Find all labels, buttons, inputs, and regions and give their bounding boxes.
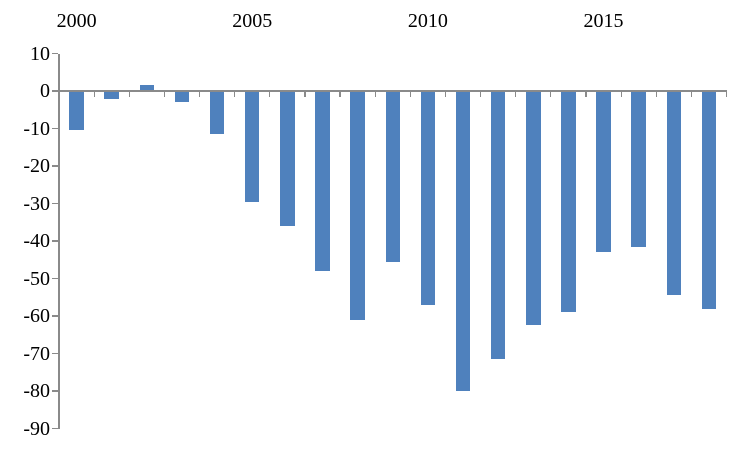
y-tick-mark: [52, 90, 58, 92]
x-tick-mark: [93, 91, 95, 97]
x-tick-mark: [479, 91, 482, 97]
bar-2001: [104, 91, 119, 99]
x-tick-mark: [198, 91, 201, 97]
bar-2008: [350, 91, 365, 320]
y-tick-mark: [52, 427, 58, 430]
y-tick-label: 0: [40, 80, 50, 102]
x-tick-mark: [339, 91, 341, 97]
bar-2018: [701, 91, 717, 309]
bar-2013: [526, 91, 541, 326]
y-tick-mark: [52, 352, 58, 355]
bar-2003: [174, 91, 190, 103]
x-tick-mark: [163, 91, 165, 97]
x-tick-mark: [620, 91, 622, 97]
x-tick-label: 2015: [583, 10, 624, 32]
y-tick-mark: [52, 52, 58, 55]
y-tick-label: -80: [23, 380, 50, 402]
y-tick-mark: [52, 390, 58, 392]
bar-2002: [139, 85, 155, 91]
x-tick-mark: [444, 91, 447, 97]
x-tick-mark: [725, 91, 728, 97]
bar-2000: [69, 91, 84, 131]
x-tick-label: 2005: [232, 10, 273, 32]
x-tick-mark: [234, 91, 236, 97]
y-tick-mark: [52, 127, 58, 130]
bar-2011: [455, 91, 471, 391]
x-tick-mark: [655, 91, 657, 97]
bar-2015: [596, 91, 611, 253]
y-tick-mark: [52, 202, 58, 205]
y-tick-mark: [52, 165, 58, 167]
x-tick-mark: [690, 91, 692, 97]
x-tick-mark: [128, 91, 130, 97]
bar-2014: [561, 91, 576, 313]
y-tick-label: -60: [23, 305, 50, 327]
y-tick-label: 10: [30, 42, 50, 65]
y-tick-label: -90: [23, 417, 50, 440]
y-tick-label: -20: [23, 155, 50, 177]
x-tick-mark: [409, 91, 411, 97]
x-tick-mark: [304, 91, 306, 97]
x-tick-mark: [374, 91, 376, 97]
x-tick-mark: [269, 91, 271, 97]
y-axis-line: [58, 53, 60, 429]
bar-2016: [631, 91, 646, 247]
bar-2017: [666, 91, 682, 296]
x-tick-mark: [585, 91, 587, 97]
x-tick-label: 2000: [56, 10, 97, 32]
bar-2012: [490, 91, 506, 360]
y-tick-label: -70: [23, 342, 50, 365]
bar-2010: [420, 91, 436, 305]
y-tick-label: -10: [23, 117, 50, 140]
x-tick-mark: [550, 91, 552, 97]
bar-2006: [280, 91, 295, 226]
y-tick-label: -30: [23, 192, 50, 215]
bar-2005: [244, 91, 260, 202]
y-tick-mark: [52, 240, 58, 242]
y-tick-mark: [52, 315, 58, 317]
y-tick-label: -50: [23, 267, 50, 290]
y-tick-label: -40: [23, 230, 50, 252]
bar-2009: [385, 91, 400, 262]
y-tick-mark: [52, 277, 58, 280]
bar-2007: [315, 91, 330, 271]
x-tick-label: 2010: [407, 10, 448, 32]
zero-line: [58, 90, 727, 92]
bar-2004: [209, 91, 225, 135]
x-tick-mark: [515, 91, 517, 97]
